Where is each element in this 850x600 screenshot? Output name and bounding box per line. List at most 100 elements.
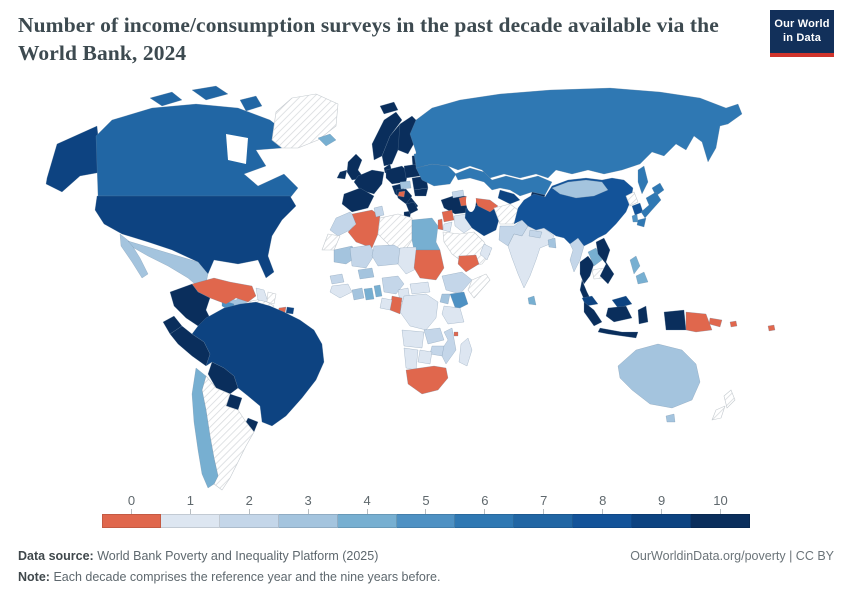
country-mongolia[interactable]: [551, 179, 609, 199]
country-new-britain[interactable]: [708, 317, 723, 328]
country-vietnam[interactable]: [595, 237, 615, 285]
country-libya[interactable]: [377, 213, 413, 253]
country-algeria[interactable]: [347, 209, 381, 249]
legend-cell-4[interactable]: 4: [337, 492, 397, 532]
legend-cell-6[interactable]: 6: [455, 492, 515, 532]
country-namibia[interactable]: [403, 347, 419, 371]
country-thailand[interactable]: [579, 255, 595, 285]
country-chad[interactable]: [397, 246, 419, 275]
country-oman[interactable]: [479, 243, 493, 261]
country-ivory-coast[interactable]: [351, 287, 365, 301]
country-niger[interactable]: [371, 244, 403, 267]
country-south-africa[interactable]: [405, 365, 449, 395]
country-alaska[interactable]: [45, 125, 103, 193]
country-java[interactable]: [597, 327, 639, 339]
country-drc[interactable]: [399, 293, 439, 331]
footer-link[interactable]: OurWorldinData.org/poverty | CC BY: [630, 549, 834, 563]
country-solomon-islands[interactable]: [729, 320, 738, 328]
country-myanmar[interactable]: [569, 237, 585, 273]
country-uzbekistan[interactable]: [497, 189, 521, 205]
country-dominican-republic[interactable]: [285, 306, 295, 315]
country-svalbard[interactable]: [379, 101, 399, 115]
country-tanzania[interactable]: [441, 305, 465, 325]
country-bolivia[interactable]: [207, 361, 239, 395]
legend-cell-9[interactable]: 9: [632, 492, 692, 532]
country-ethiopia[interactable]: [441, 271, 473, 295]
country-mozambique[interactable]: [439, 327, 457, 365]
country-russia[interactable]: [409, 87, 743, 179]
country-guinea[interactable]: [329, 283, 353, 299]
country-senegal[interactable]: [329, 273, 345, 285]
legend-cell-5[interactable]: 5: [396, 492, 456, 532]
country-china[interactable]: [513, 177, 634, 247]
country-togo-benin[interactable]: [373, 284, 383, 298]
country-japan-honshu[interactable]: [640, 191, 662, 219]
country-gabon[interactable]: [379, 297, 393, 311]
country-yemen[interactable]: [457, 254, 480, 273]
country-peru[interactable]: [169, 325, 211, 367]
country-sumatra[interactable]: [583, 301, 603, 327]
legend-cell-2[interactable]: 2: [219, 492, 279, 532]
legend-cell-8[interactable]: 8: [573, 492, 633, 532]
country-central-african-republic[interactable]: [409, 281, 431, 295]
country-madagascar[interactable]: [458, 337, 473, 367]
legend-cell-1[interactable]: 1: [160, 492, 220, 532]
country-zambia[interactable]: [423, 327, 445, 345]
country-sudan[interactable]: [413, 249, 445, 281]
country-georgia[interactable]: [451, 189, 465, 199]
country-ireland[interactable]: [336, 169, 348, 180]
country-greenland[interactable]: [271, 93, 339, 149]
country-western-sahara[interactable]: [321, 233, 341, 251]
country-bulgaria[interactable]: [413, 187, 429, 197]
country-france[interactable]: [353, 169, 385, 195]
country-angola[interactable]: [401, 329, 425, 349]
country-nepal[interactable]: [528, 229, 543, 239]
country-burkina-faso[interactable]: [357, 267, 375, 280]
country-tunisia[interactable]: [373, 205, 385, 218]
country-north-korea[interactable]: [625, 191, 639, 207]
country-uganda[interactable]: [439, 293, 451, 305]
country-tasmania[interactable]: [665, 413, 676, 423]
country-hungary[interactable]: [399, 180, 412, 190]
country-west-papua[interactable]: [663, 309, 687, 331]
country-jordan[interactable]: [442, 221, 453, 233]
country-philippines-mindanao[interactable]: [635, 271, 649, 285]
legend-cell-7[interactable]: 7: [514, 492, 574, 532]
country-turkmenistan[interactable]: [473, 197, 499, 213]
country-iceland[interactable]: [317, 133, 337, 147]
country-fiji[interactable]: [767, 324, 776, 332]
country-sulawesi[interactable]: [637, 305, 649, 325]
country-zimbabwe[interactable]: [429, 345, 445, 357]
country-colombia[interactable]: [169, 283, 213, 327]
country-sri-lanka[interactable]: [527, 295, 537, 306]
legend-cell-10[interactable]: 10: [691, 492, 750, 532]
country-chile[interactable]: [191, 367, 219, 489]
country-comoros[interactable]: [453, 331, 459, 337]
owid-logo[interactable]: Our World in Data: [770, 10, 834, 57]
country-kalimantan[interactable]: [605, 305, 633, 323]
data-source-value[interactable]: World Bank Poverty and Inequality Platfo…: [97, 549, 379, 563]
country-ghana[interactable]: [363, 287, 375, 301]
country-sakhalin[interactable]: [637, 165, 649, 195]
legend-cell-3[interactable]: 3: [278, 492, 338, 532]
country-canada-arctic2[interactable]: [191, 85, 229, 101]
country-congo[interactable]: [389, 295, 403, 315]
country-philippines-luzon[interactable]: [629, 255, 641, 275]
country-borneo-malaysia[interactable]: [611, 295, 633, 309]
country-australia[interactable]: [617, 343, 701, 409]
country-kenya[interactable]: [449, 291, 469, 311]
country-syria[interactable]: [441, 209, 455, 223]
country-nigeria[interactable]: [381, 275, 405, 295]
country-canada-arctic3[interactable]: [239, 95, 263, 112]
country-guyana[interactable]: [255, 287, 269, 303]
country-botswana[interactable]: [417, 349, 433, 365]
country-papua-new-guinea[interactable]: [685, 311, 713, 333]
legend-cell-0[interactable]: 0: [102, 492, 161, 532]
country-united-kingdom[interactable]: [346, 153, 365, 181]
country-israel[interactable]: [437, 218, 444, 231]
country-suriname[interactable]: [266, 291, 277, 305]
country-canada[interactable]: [95, 103, 299, 199]
country-bangladesh[interactable]: [547, 237, 557, 249]
country-iberia[interactable]: [341, 187, 375, 213]
country-greece[interactable]: [405, 201, 419, 215]
